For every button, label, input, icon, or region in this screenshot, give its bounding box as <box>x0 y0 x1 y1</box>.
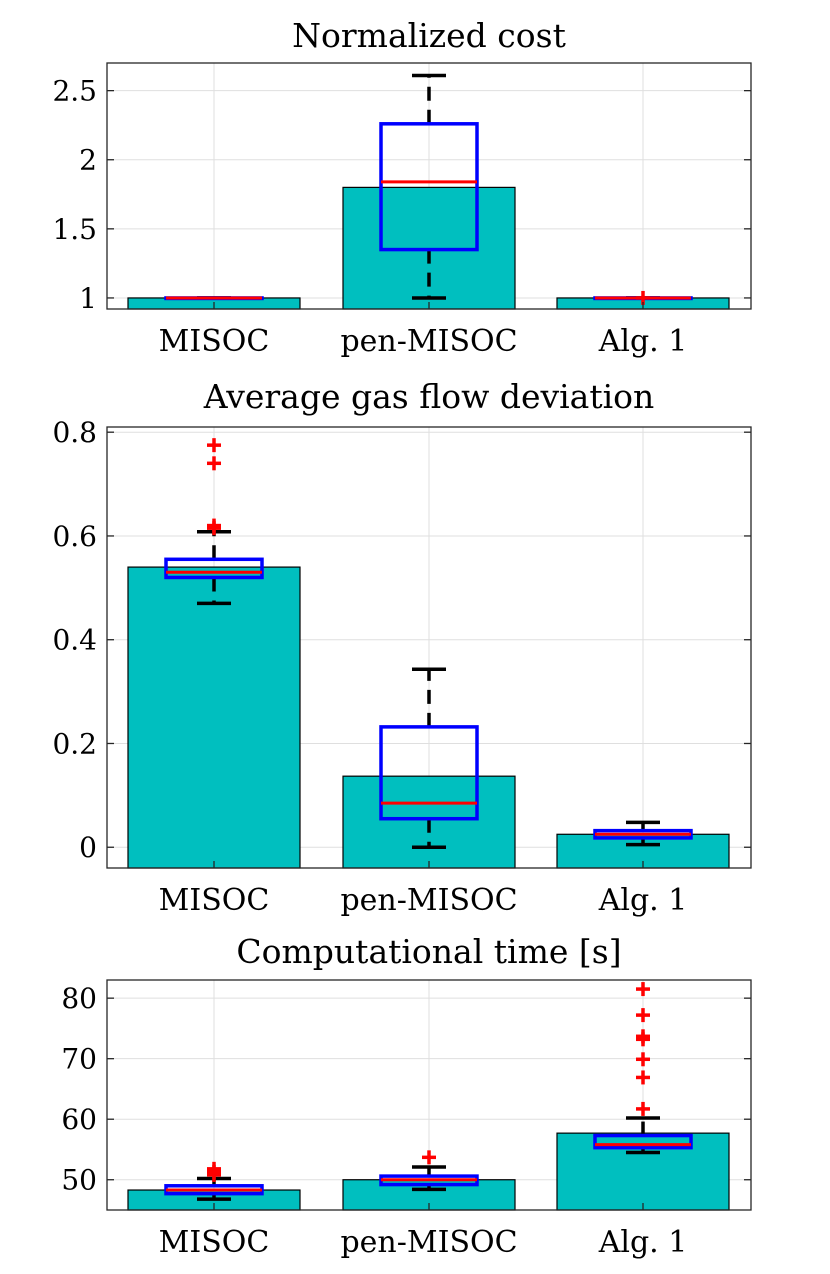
y-tick-label: 50 <box>61 1164 97 1197</box>
y-tick-label: 0.6 <box>52 520 97 553</box>
chart-title: Computational time [s] <box>236 932 621 971</box>
y-tick-label: 0 <box>79 831 97 864</box>
outlier-marker <box>207 456 221 471</box>
y-tick-label: 70 <box>61 1043 97 1076</box>
y-tick-label: 60 <box>61 1103 97 1136</box>
chart-title: Normalized cost <box>292 16 566 55</box>
y-tick-label: 2.5 <box>52 75 97 108</box>
outlier-marker <box>636 1029 650 1044</box>
outlier-marker <box>636 1070 650 1085</box>
box <box>379 122 479 252</box>
panel-gas-flow-deviation: Average gas flow deviation 0 0.2 0.4 0.6 0.8… <box>52 377 752 918</box>
x-tick-label: MISOC <box>159 1225 270 1260</box>
x-tick-label: pen-MISOC <box>340 883 517 918</box>
y-tick-label: 1 <box>79 282 97 315</box>
x-tick-label: Alg. 1 <box>598 1225 688 1260</box>
x-tick-label: Alg. 1 <box>598 883 688 918</box>
box <box>593 1133 693 1150</box>
panel-computational-time: Computational time [s] 50 60 70 80 MISOC pe… <box>61 932 752 1260</box>
outlier-marker <box>636 1008 650 1023</box>
bar <box>127 566 301 869</box>
y-tick-label: 0.4 <box>52 624 97 657</box>
box <box>379 725 479 821</box>
y-tick-label: 2 <box>79 144 97 177</box>
outlier-marker <box>207 1161 221 1176</box>
outlier-marker <box>422 1150 436 1165</box>
outlier-marker <box>636 1101 650 1116</box>
outlier-marker <box>636 1052 650 1067</box>
x-tick-label: pen-MISOC <box>340 324 517 359</box>
y-tick-label: 80 <box>61 982 97 1015</box>
chart-title: Average gas flow deviation <box>203 377 655 416</box>
box <box>164 557 264 580</box>
outlier-marker <box>207 438 221 453</box>
x-tick-label: Alg. 1 <box>598 324 688 359</box>
x-tick-label: MISOC <box>159 324 270 359</box>
y-tick-label: 1.5 <box>52 213 97 246</box>
outlier-marker <box>207 518 221 533</box>
panel-normalized-cost: Normalized cost 1 1.5 2 2.5 MISOC pen-MISOC… <box>52 16 752 359</box>
outlier-marker <box>636 982 650 997</box>
y-tick-label: 0.2 <box>52 727 97 760</box>
x-tick-label: pen-MISOC <box>340 1225 517 1260</box>
y-tick-label: 0.8 <box>52 416 97 449</box>
x-tick-label: MISOC <box>159 883 270 918</box>
